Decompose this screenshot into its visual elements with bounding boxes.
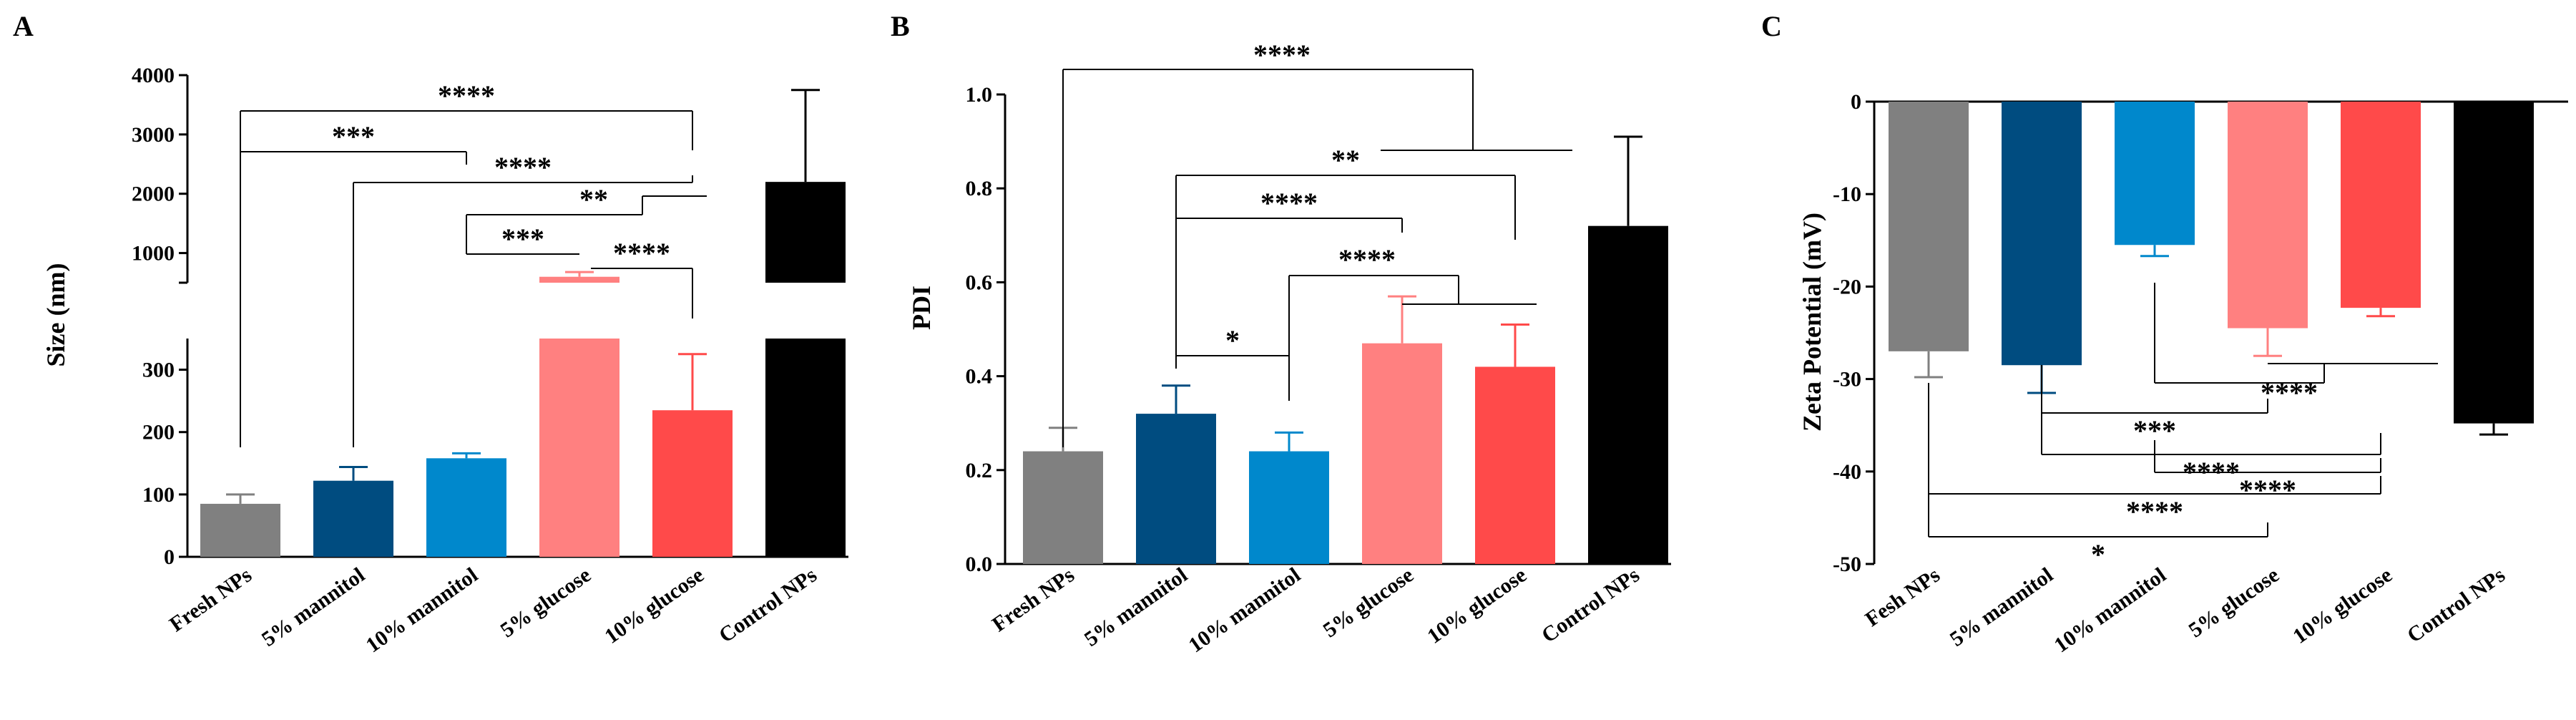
panel-B-category-label: 10% mannitol <box>1185 563 1305 658</box>
panel-B-significance-stars: * <box>1225 324 1240 356</box>
panel-A-category-label: 10% glucose <box>600 563 708 648</box>
panel-A-bar <box>652 410 733 557</box>
panel-B-y-tick-label: 0.0 <box>966 553 993 576</box>
panel-A-bar <box>539 339 619 557</box>
panel-C-category-label: Fesh NPs <box>1861 563 1944 631</box>
panel-C-y-axis-title: Zeta Potential (mV) <box>1798 213 1826 432</box>
panel-C-significance-stars: **** <box>2239 474 2296 506</box>
panel-B-y-axis-title: PDI <box>907 286 936 330</box>
panel-C-significance-stars: **** <box>2261 376 2318 409</box>
panel-A-bar <box>313 480 393 557</box>
panel-A-significance-stars: **** <box>613 237 670 269</box>
panel-A-letter: A <box>13 10 34 42</box>
panel-A-category-label: Fresh NPs <box>165 563 256 637</box>
panel-A-category-label: 5% glucose <box>496 563 595 643</box>
panel-C-category-label: Control NPs <box>2403 563 2509 648</box>
panel-C-bar <box>1889 102 1969 351</box>
panel-A-significance-stars: *** <box>501 223 544 255</box>
panel-A-y-tick-label: 3000 <box>132 123 175 147</box>
panel-B-significance-stars: **** <box>1260 187 1318 219</box>
panel-B-category-label: Fresh NPs <box>988 563 1079 637</box>
panel-C-letter: C <box>1761 10 1782 42</box>
panel-A-y-tick-label: 2000 <box>132 183 175 206</box>
panel-A-y-tick-label: 1000 <box>132 242 175 266</box>
panel-C-bar <box>2341 102 2421 308</box>
panel-A-y-axis-title: Size (nm) <box>41 263 70 367</box>
panel-A-significance-stars: **** <box>494 151 552 183</box>
panel-B-significance-bracket: **** <box>1175 187 1403 369</box>
panel-C-significance-bracket: **** <box>1928 383 2381 527</box>
panel-B-y-tick-label: 0.2 <box>966 459 993 482</box>
panel-A-bar-upper <box>765 182 846 283</box>
panel-B-category-label: Control NPs <box>1537 563 1644 648</box>
panel-C-category-label: 10% mannitol <box>2050 563 2170 658</box>
panel-B-y-tick-label: 0.4 <box>966 365 993 389</box>
panel-A-bar-upper <box>539 276 619 283</box>
panel-A-category-label: Control NPs <box>715 563 821 648</box>
panel-A-bar <box>200 503 280 557</box>
panel-A-bar <box>765 339 846 557</box>
panel-B-bar <box>1136 414 1216 564</box>
panel-B-category-label: 5% glucose <box>1319 563 1418 643</box>
panel-C-category-label: 10% glucose <box>2288 563 2396 648</box>
panel-A-category-label: 10% mannitol <box>362 563 482 658</box>
panel-A-significance-stars: **** <box>438 79 495 112</box>
panel-C-bar <box>2002 102 2082 366</box>
panel-A-category-label: 5% mannitol <box>258 563 369 651</box>
panel-B-significance-stars: **** <box>1338 243 1396 276</box>
panel-C-significance-stars: **** <box>2126 495 2183 527</box>
panel-B-category-label: 10% glucose <box>1423 563 1531 648</box>
panel-C-y-tick-label: -40 <box>1833 460 1861 484</box>
panel-A-bar <box>426 458 506 557</box>
panel-A-y-tick-label: 0 <box>164 545 175 569</box>
panel-C-bar <box>2115 102 2195 245</box>
panel-A-significance-bracket: *** <box>240 120 467 447</box>
panel-C-significance-stars: * <box>2091 538 2105 570</box>
panel-A-significance-bracket: **** <box>240 79 693 447</box>
panel-B-category-label: 5% mannitol <box>1080 563 1192 651</box>
panel-A-y-tick-label: 4000 <box>132 64 175 87</box>
panel-A-y-tick-label: 100 <box>142 483 175 507</box>
panel-A-y-tick-label: 200 <box>142 421 175 444</box>
panel-C-bar <box>2228 102 2308 329</box>
panel-B-y-tick-label: 1.0 <box>966 83 993 107</box>
panel-A-y-tick-label: 300 <box>142 359 175 382</box>
panel-A-significance-bracket: *** <box>466 223 579 255</box>
panel-B-bar <box>1249 451 1329 564</box>
panel-A-significance-stars: ** <box>579 183 608 215</box>
panel-A-significance-stars: *** <box>332 120 375 152</box>
panel-B-significance-bracket: * <box>1175 324 1290 397</box>
panel-B-significance-stars: **** <box>1253 39 1311 71</box>
panel-C-y-tick-label: -50 <box>1833 553 1861 576</box>
panel-C-y-tick-label: 0 <box>1851 90 1861 114</box>
panel-C-y-tick-label: -20 <box>1833 275 1861 298</box>
panel-C-significance-bracket: **** <box>2154 283 2438 409</box>
panel-B-bar <box>1475 366 1555 564</box>
panel-C-y-tick-label: -10 <box>1833 183 1861 206</box>
panel-A-significance-bracket: **** <box>591 237 693 318</box>
panel-C-y-tick-label: -30 <box>1833 368 1861 391</box>
panel-B-significance-bracket: **** <box>1062 39 1572 447</box>
panel-B-bar <box>1588 225 1668 564</box>
panel-A-significance-bracket: **** <box>353 151 693 447</box>
panel-C-category-label: 5% mannitol <box>1946 563 2057 651</box>
panel-B-bar <box>1023 451 1103 564</box>
panel-C-bar <box>2454 102 2534 424</box>
panel-B-significance-bracket: **** <box>1288 243 1537 401</box>
panel-B-letter: B <box>891 10 910 42</box>
panel-C-significance-bracket: * <box>1928 494 2268 570</box>
panel-B-y-tick-label: 0.6 <box>966 271 993 294</box>
panel-A-significance-bracket: ** <box>466 183 707 229</box>
panel-B-bar <box>1362 343 1442 564</box>
panel-B-y-tick-label: 0.8 <box>966 177 993 200</box>
panel-B-significance-stars: ** <box>1331 144 1360 176</box>
panel-C-significance-bracket: **** <box>2154 440 2381 506</box>
panel-C-category-label: 5% glucose <box>2185 563 2283 643</box>
